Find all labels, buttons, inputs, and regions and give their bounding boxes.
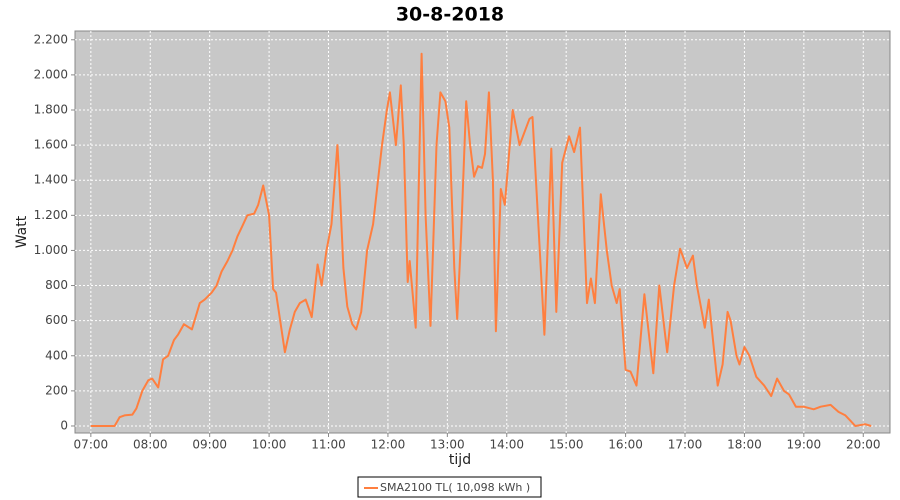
y-tick-label: 1.400: [34, 173, 68, 187]
plot-area: [74, 30, 891, 434]
y-tick-label: 2.000: [34, 67, 68, 81]
y-tick-label: 600: [45, 313, 68, 327]
y-axis-label: Watt: [14, 215, 30, 248]
y-tick-label: 1.600: [34, 138, 68, 152]
x-tick-label: 14:00: [489, 438, 524, 452]
x-tick-label: 12:00: [371, 438, 406, 452]
x-tick-label: 07:00: [74, 438, 109, 452]
x-tick-label: 09:00: [192, 438, 227, 452]
x-tick-label: 13:00: [430, 438, 465, 452]
y-tick-label: 2.200: [34, 32, 68, 46]
x-tick-label: 20:00: [846, 438, 881, 452]
y-tick-label: 400: [45, 348, 68, 362]
x-tick-label: 08:00: [133, 438, 168, 452]
x-tick-label: 17:00: [668, 438, 703, 452]
series-line: [90, 52, 872, 427]
legend-label: SMA2100 TL( 10,098 kWh ): [380, 481, 530, 494]
x-tick-label: 18:00: [727, 438, 762, 452]
x-axis-label: tijd: [449, 452, 471, 468]
y-tick-label: 1.200: [34, 208, 68, 222]
y-tick-label: 1.000: [34, 243, 68, 257]
x-tick-label: 10:00: [252, 438, 287, 452]
y-tick-label: 1.800: [34, 102, 68, 116]
x-tick-label: 19:00: [787, 438, 822, 452]
x-tick-label: 15:00: [549, 438, 584, 452]
y-tick-label: 800: [45, 278, 68, 292]
y-tick-label: 200: [45, 383, 68, 397]
y-tick-label: 0: [60, 418, 68, 432]
x-tick-label: 16:00: [608, 438, 643, 452]
chart-title: 30-8-2018: [396, 4, 504, 26]
legend: [357, 476, 542, 498]
x-tick-label: 11:00: [311, 438, 346, 452]
